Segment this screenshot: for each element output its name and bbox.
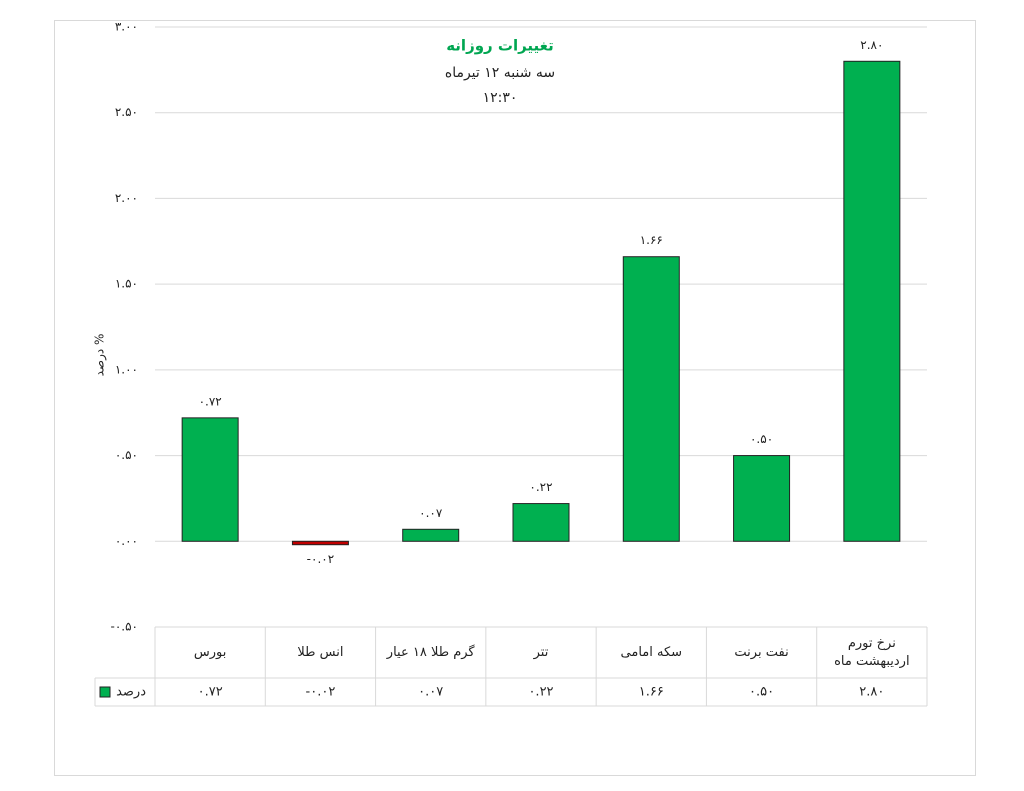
chart-time: ۱۲:۳۰ xyxy=(483,90,518,106)
category-label: نفت برنت xyxy=(734,644,789,660)
table-header-cell: نرخ تورم اردیبهشت ماه xyxy=(834,635,910,669)
data-label: ۲.۸۰ xyxy=(860,38,883,52)
bar xyxy=(843,60,901,542)
table-header-cell: انس طلا xyxy=(297,644,344,660)
data-label: ۰.۲۲ xyxy=(529,480,552,494)
table-value: -۰.۰۲ xyxy=(306,685,336,700)
table-header-cell: سکه امامی xyxy=(620,644,683,660)
table-header-cell: گرم طلا ۱۸ عیار xyxy=(386,644,475,660)
chart-frame xyxy=(54,20,976,776)
category-label: سکه امامی xyxy=(620,644,683,660)
data-label: ۰.۷۲ xyxy=(199,394,222,408)
table-header-cell: بورس xyxy=(193,644,227,660)
bar xyxy=(402,528,460,542)
legend-label: درصد xyxy=(116,685,146,700)
table-value: ۲.۸۰ xyxy=(859,685,884,700)
y-tick-label: -۰.۵۰ xyxy=(111,620,138,634)
y-axis-label: درصد % xyxy=(93,334,108,377)
table-value: ۱.۶۶ xyxy=(639,685,664,700)
y-tick-label: ۲.۰۰ xyxy=(115,191,138,205)
chart-subtitle: سه شنبه ۱۲ تیرماه xyxy=(445,65,555,81)
category-label: گرم طلا ۱۸ عیار xyxy=(386,644,475,660)
category-label: نرخ تورم اردیبهشت ماه xyxy=(834,635,910,669)
data-label: ۰.۵۰ xyxy=(750,432,773,446)
bar xyxy=(291,540,349,546)
data-label: -۰.۰۲ xyxy=(307,552,334,566)
data-label: ۰.۰۷ xyxy=(419,506,443,520)
y-tick-label: ۰.۰۰ xyxy=(115,534,138,548)
table-value: ۰.۵۰ xyxy=(749,685,774,700)
table-value: ۰.۲۲ xyxy=(528,685,553,700)
table-header-cell: تتر xyxy=(533,644,549,660)
bar xyxy=(512,503,570,542)
y-tick-label: ۱.۵۰ xyxy=(115,277,138,291)
table-header-cell: نفت برنت xyxy=(734,644,789,660)
y-tick-label: ۲.۵۰ xyxy=(115,105,138,119)
y-tick-label: ۳.۰۰ xyxy=(115,20,138,34)
legend-swatch xyxy=(99,686,111,698)
category-label: بورس xyxy=(193,644,227,660)
bar xyxy=(622,256,680,542)
table-value: ۰.۰۷ xyxy=(418,685,443,700)
category-label: تتر xyxy=(533,644,549,660)
y-tick-label: ۰.۵۰ xyxy=(115,448,138,462)
bar xyxy=(733,455,791,542)
data-label: ۱.۶۶ xyxy=(640,233,663,247)
table-value: ۰.۷۲ xyxy=(198,685,223,700)
bar xyxy=(181,417,239,542)
chart-title: تغییرات روزانه xyxy=(446,37,554,55)
category-label: انس طلا xyxy=(297,644,344,660)
y-tick-label: ۱.۰۰ xyxy=(115,362,138,376)
